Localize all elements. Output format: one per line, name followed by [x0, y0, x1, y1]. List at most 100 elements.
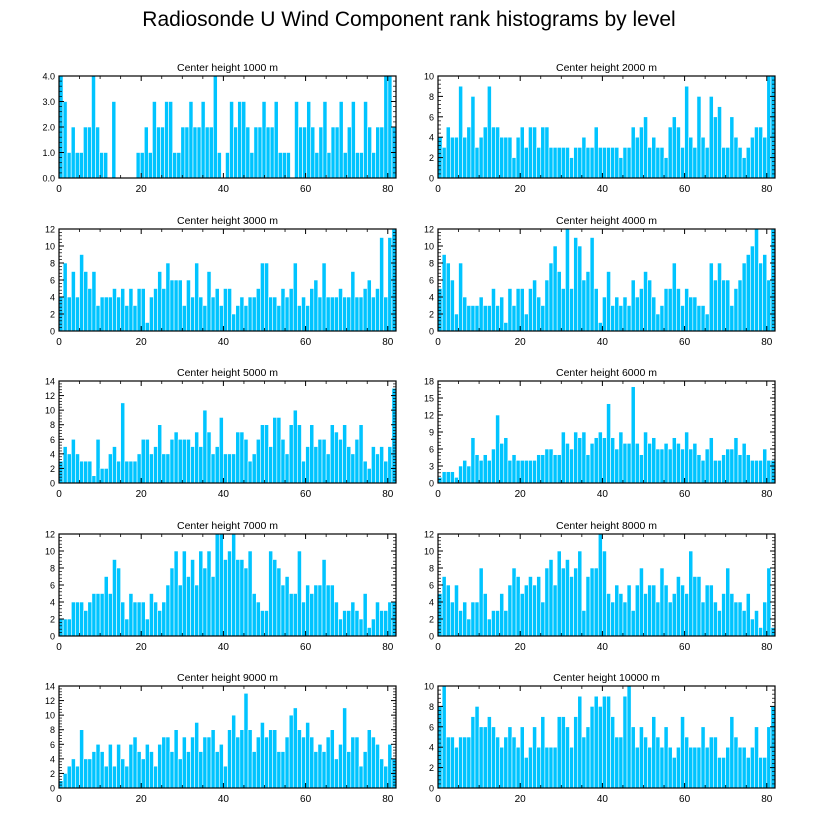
histogram-bar	[643, 271, 648, 332]
histogram-bar	[103, 296, 109, 332]
histogram-bar	[149, 453, 154, 484]
histogram-bar	[132, 601, 138, 637]
histogram-bar	[663, 584, 669, 637]
histogram-bar	[362, 288, 368, 332]
histogram-bar	[676, 288, 681, 332]
histogram-bar	[280, 438, 286, 484]
histogram-bar	[334, 431, 339, 484]
y-tick-label: 0	[429, 174, 434, 184]
histogram-bar	[515, 576, 521, 637]
histogram-bar	[314, 152, 320, 179]
histogram-bar	[366, 279, 372, 332]
histogram-bar	[346, 751, 352, 789]
x-tick-label: 80	[382, 489, 394, 500]
histogram-bar	[161, 601, 167, 637]
histogram-bar	[708, 96, 714, 179]
histogram-bar	[717, 610, 722, 637]
histogram-bar	[655, 448, 661, 484]
histogram-bar	[713, 601, 718, 637]
histogram-bar	[280, 751, 286, 789]
histogram-bar	[71, 438, 76, 484]
histogram-bar	[359, 152, 364, 179]
histogram-bar	[322, 101, 328, 179]
plot-frame	[58, 685, 397, 789]
histogram-bar	[354, 296, 360, 332]
panel-title: Center height 8000 m	[556, 520, 657, 532]
histogram-bar	[630, 386, 636, 484]
histogram-bar	[519, 460, 525, 484]
histogram-bar	[351, 101, 356, 179]
histogram-bar	[103, 765, 109, 789]
histogram-bar	[581, 736, 587, 789]
histogram-bar	[280, 288, 286, 332]
histogram-bar	[458, 85, 463, 179]
histogram-bar	[548, 746, 554, 789]
panel-title: Center height 2000 m	[556, 62, 657, 74]
histogram-bar	[346, 446, 352, 484]
histogram-bar	[108, 296, 113, 332]
histogram-bar	[532, 726, 537, 789]
histogram-bar	[745, 757, 751, 789]
histogram-bar	[329, 729, 335, 789]
y-tick-label: 1.0	[42, 148, 55, 158]
histogram-bar	[255, 736, 261, 789]
histogram-bar	[362, 593, 368, 637]
histogram-bar	[589, 443, 595, 484]
histogram-bar	[202, 567, 208, 637]
histogram-bar	[116, 743, 121, 789]
histogram-bar	[321, 438, 327, 484]
histogram-bar	[362, 751, 368, 789]
histogram-bar	[383, 75, 389, 179]
histogram-bar	[470, 437, 476, 484]
histogram-bar	[618, 736, 624, 789]
histogram-bar	[165, 584, 171, 637]
histogram-bar	[577, 245, 583, 332]
histogram-bar	[441, 685, 447, 789]
y-tick-label: 6	[50, 435, 55, 445]
histogram-bar	[342, 296, 347, 332]
histogram-bar	[292, 409, 298, 484]
histogram-bar	[610, 716, 616, 789]
histogram-bar	[560, 288, 566, 332]
histogram-bar	[265, 126, 271, 179]
histogram-bar	[95, 438, 101, 484]
histogram-bar	[231, 313, 237, 332]
histogram-bar	[210, 576, 216, 637]
histogram-bar	[227, 729, 232, 789]
histogram-bar	[585, 271, 591, 332]
y-tick-label: 2	[429, 310, 434, 320]
histogram-bar	[355, 152, 360, 179]
histogram-bar	[569, 157, 574, 179]
histogram-bar	[634, 136, 640, 179]
x-tick-label: 40	[597, 794, 609, 805]
histogram-bar	[255, 601, 261, 637]
y-tick-label: 6	[50, 740, 55, 750]
histogram-bar	[725, 448, 731, 484]
histogram-bar	[577, 437, 583, 484]
histogram-bar	[120, 402, 126, 484]
histogram-bar	[626, 584, 632, 637]
histogram-bar	[317, 584, 323, 637]
histogram-bar	[704, 147, 710, 179]
histogram-bar	[181, 438, 187, 484]
histogram-bar	[58, 780, 64, 789]
histogram-bar	[194, 584, 200, 637]
histogram-bar	[515, 746, 521, 789]
histogram-bar	[62, 773, 68, 789]
histogram-bar	[544, 126, 550, 179]
histogram-bar	[536, 296, 542, 332]
histogram-bar	[79, 254, 84, 332]
histogram-bar	[737, 147, 743, 179]
histogram-bar	[610, 437, 616, 484]
histogram-bar	[383, 296, 389, 332]
histogram-bar	[140, 438, 146, 484]
histogram-bar	[750, 618, 755, 637]
histogram-bar	[741, 157, 747, 179]
histogram-bar	[655, 601, 661, 637]
histogram-bar	[75, 601, 80, 637]
histogram-bar	[560, 147, 566, 179]
histogram-bar	[309, 736, 315, 789]
histogram-bar	[721, 757, 726, 789]
y-tick-label: 3.0	[42, 97, 55, 107]
histogram-bar	[239, 729, 245, 789]
